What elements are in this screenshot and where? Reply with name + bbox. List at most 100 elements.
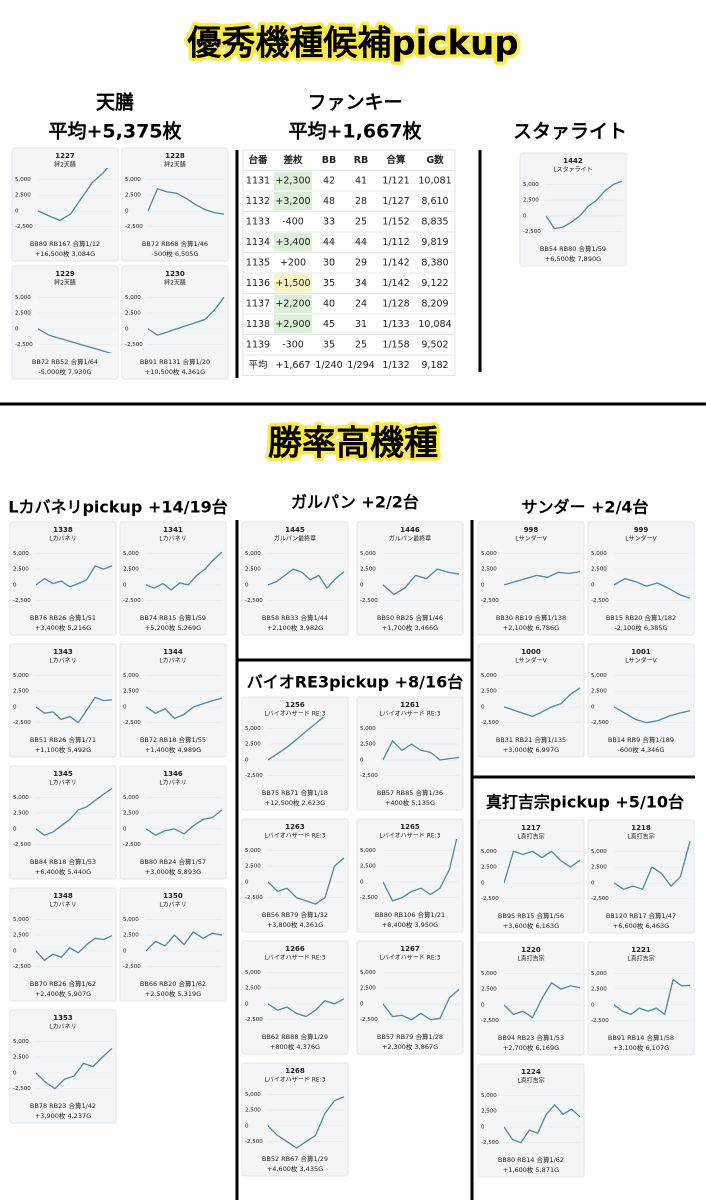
table-cell: 1/127 <box>382 196 409 207</box>
machine-name: L真打吉宗 <box>517 833 544 841</box>
machine-card: 1353 Lカバネリ 5,000 2,500 0 -2,500 BB78 RB23 合算1/… <box>9 1009 117 1124</box>
table-cell: 1/112 <box>382 237 409 248</box>
table-cell: 8,380 <box>421 257 448 268</box>
machine-name: ガルパン最終章 <box>274 535 316 543</box>
machine-name: LサンダーV <box>515 657 547 665</box>
machine-stats: BB84 RB18 合算1/53 <box>30 857 96 866</box>
table-cell: 44 <box>323 237 335 248</box>
table-cell: 48 <box>323 196 335 207</box>
card-bg <box>11 147 119 262</box>
machine-name: Lカバネリ <box>159 902 186 909</box>
y-tick-label: 0 <box>123 948 127 954</box>
table-cell: 1135 <box>246 257 270 268</box>
balance-line <box>38 328 113 353</box>
machine-result: +2,300枚 3,867G <box>382 1042 438 1051</box>
table-cell: 9,819 <box>421 237 448 248</box>
machine-result: +6,500枚 7,890G <box>545 254 601 263</box>
y-tick-label: 0 <box>591 880 595 886</box>
balance-line <box>504 570 581 586</box>
machine-number: 1341 <box>163 526 183 534</box>
machine-number: 1229 <box>55 270 75 278</box>
y-tick-label: 5,000 <box>245 726 261 732</box>
y-tick-label: -2,500 <box>13 964 31 970</box>
y-tick-label: 2,500 <box>481 689 497 695</box>
machine-result: +3,000枚 5,893G <box>145 867 201 876</box>
table-cell: 9,122 <box>421 278 448 289</box>
card-bg <box>477 941 585 1056</box>
machine-result: +400枚 5,135G <box>385 798 435 807</box>
machine-card: 1268 Lバイオハザード RE:3 5,000 2,500 0 -2,500 BB52 R… <box>241 1062 349 1177</box>
machine-name: Lカバネリ <box>49 1024 76 1031</box>
balance-line <box>36 565 113 588</box>
machine-result: +3,600枚 6,163G <box>503 921 559 930</box>
machine-result: +3,400枚 5,216G <box>35 623 91 632</box>
section-heading: Lカバネリpickup +14/19台 <box>8 498 227 517</box>
machine-number: 1338 <box>53 526 73 534</box>
machine-card: 1256 Lバイオハザード RE:3 5,000 2,500 0 -2,500 BB75 R… <box>241 696 349 811</box>
balance-line <box>146 551 223 591</box>
machine-name: Lカバネリ <box>159 536 186 543</box>
table-cell: 1133 <box>246 216 270 227</box>
card-bg <box>356 818 464 933</box>
y-tick-label: 2,500 <box>13 689 29 695</box>
card-bg <box>9 521 117 636</box>
y-tick-label: 5,000 <box>591 673 607 679</box>
machine-number: 1000 <box>521 648 541 656</box>
machine-stats: BB14 RB9 合算1/189 <box>608 735 674 744</box>
table-cell: 1134 <box>246 237 270 248</box>
machine-name: LサンダーV <box>515 535 547 543</box>
machine-stats: BB76 RB26 合算1/51 <box>30 613 96 622</box>
table-cell: 1/142 <box>382 278 409 289</box>
y-tick-label: 2,500 <box>360 742 376 748</box>
machine-card: 1348 Lカバネリ 5,000 2,500 0 -2,500 BB70 RB26 合算1/… <box>9 887 117 1002</box>
machine-result: +4,600枚 3,435G <box>267 1164 323 1173</box>
card-bg <box>356 521 464 636</box>
y-tick-label: 2,500 <box>360 986 376 992</box>
cell-highlight <box>274 233 312 252</box>
table-cell: 1/133 <box>382 319 409 330</box>
card-bg <box>241 818 349 933</box>
machine-name: Lバイオハザード RE:3 <box>264 1077 325 1084</box>
table-cell: -400 <box>282 216 304 227</box>
machine-number: 999 <box>634 526 649 534</box>
machine-card: 1266 Lバイオハザード RE:3 5,000 2,500 0 -2,500 BB62 R… <box>241 940 349 1055</box>
y-tick-label: 2,500 <box>123 933 139 939</box>
machine-number: 1267 <box>400 945 420 953</box>
table-cell: -300 <box>282 339 304 350</box>
machine-number: 1268 <box>285 1067 305 1075</box>
machine-name: L真打吉宗 <box>627 833 654 841</box>
machine-result: +5,200枚 5,269G <box>145 623 201 632</box>
y-tick-label: -2,500 <box>591 720 609 726</box>
section-average: 平均+1,667枚 <box>288 120 422 143</box>
machine-stats: BB80 RB106 合算1/21 <box>375 910 445 919</box>
y-tick-label: 0 <box>125 326 129 332</box>
machine-result: +2,100枚 3,982G <box>267 623 323 632</box>
machine-stats: BB89 RB167 合算1/12 <box>30 239 100 248</box>
balance-line <box>383 988 460 1021</box>
section-heading: サンダー +2/4台 <box>521 498 648 517</box>
y-tick-label: 0 <box>591 704 595 710</box>
table-cell: 10,084 <box>418 319 451 330</box>
machine-stats: BB80 RB14 合算1/62 <box>498 1155 564 1164</box>
card-bg <box>587 521 695 636</box>
y-tick-label: 2,500 <box>245 742 261 748</box>
machine-number: 1446 <box>400 526 420 534</box>
y-tick-label: 0 <box>360 1001 364 1007</box>
machine-card: 1263 Lバイオハザード RE:3 5,000 2,500 0 -2,500 BB56 R… <box>241 818 349 933</box>
machine-name: L真打吉宗 <box>517 955 544 963</box>
y-tick-label: 2,500 <box>13 811 29 817</box>
y-tick-label: -2,500 <box>13 598 31 604</box>
card-bg <box>9 1009 117 1124</box>
y-tick-label: -2,500 <box>245 1017 263 1023</box>
section-heading: バイオRE3pickup +8/16台 <box>247 673 464 692</box>
machine-stats: BB74 RB15 合算1/59 <box>140 613 206 622</box>
table-cell: 8,835 <box>421 216 448 227</box>
machine-card: 1341 Lカバネリ 5,000 2,500 0 -2,500 BB74 RB15 合算1/… <box>119 521 227 636</box>
y-tick-label: -2,500 <box>360 895 378 901</box>
balance-line <box>268 1096 345 1149</box>
y-tick-label: 2,500 <box>481 567 497 573</box>
machine-stats: BB91 RB14 合算1/58 <box>608 1033 674 1042</box>
machine-result: +1,400枚 4,989G <box>145 745 201 754</box>
